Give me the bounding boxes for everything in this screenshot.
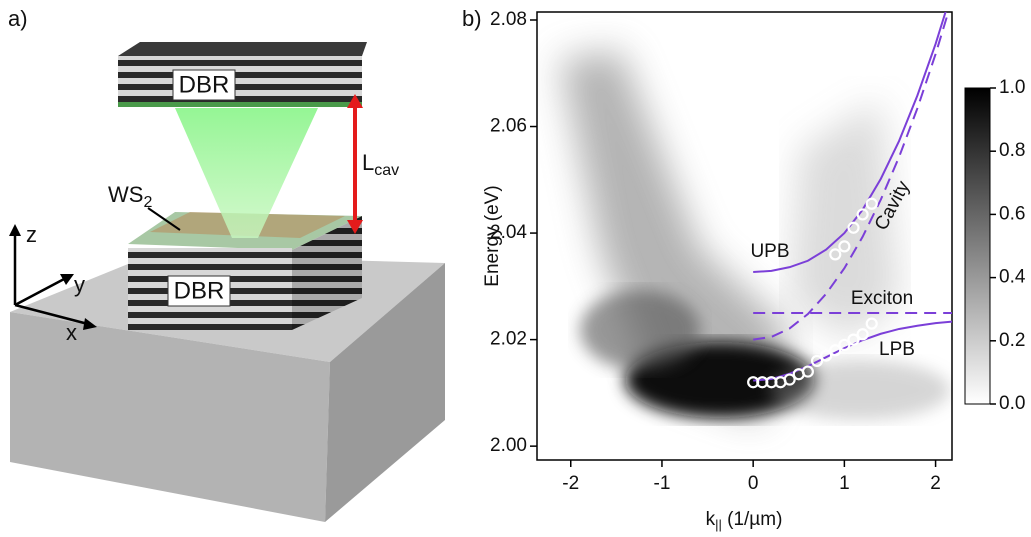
data-point (820, 349, 833, 362)
y-tick-label: 2.06 (490, 116, 527, 137)
x-tick-label: -1 (654, 473, 671, 494)
x-tick-label: 1 (839, 473, 850, 494)
dbr-label: DBR (179, 71, 230, 98)
data-point (829, 344, 842, 357)
x-tick-label: 2 (930, 473, 941, 494)
data-point (838, 338, 851, 352)
axis-x (14, 303, 89, 326)
colorbar-tick-label: 0.4 (999, 267, 1026, 288)
arrow-head (347, 220, 363, 234)
substrate-front (10, 312, 330, 522)
x-title-sub: || (715, 517, 722, 532)
colorbar-tick-label: 1.0 (999, 77, 1025, 98)
arrow-head (60, 274, 74, 285)
curve-label: UPB (750, 241, 789, 262)
plot-frame (536, 11, 953, 461)
arrow-head (9, 224, 21, 236)
lcav-main: L (362, 150, 374, 175)
heatmap (537, 12, 952, 460)
x-axis-title: k|| (1/µm) (706, 509, 783, 532)
data-point (856, 328, 869, 341)
axis-label: x (66, 320, 77, 345)
ws2-sub: 2 (143, 194, 152, 211)
top-dbr-edge (118, 102, 362, 107)
ws2-main: WS (108, 182, 143, 207)
heatmap-peak (770, 360, 950, 420)
heatmap-band (790, 100, 900, 340)
curve (753, 12, 947, 273)
y-tick-label: 2.02 (490, 329, 527, 350)
data-point (847, 333, 860, 346)
data-point (810, 354, 824, 368)
data-point (856, 208, 869, 221)
lcav-sub: cav (374, 162, 399, 179)
bottom-dbr-side (292, 216, 362, 330)
y-axis-title: Energy (eV) (482, 185, 503, 286)
x-tick-label: 0 (748, 473, 759, 494)
colorbar (964, 87, 991, 405)
axis-y (14, 276, 67, 307)
axis-label: z (26, 222, 37, 247)
top-dbr-front (118, 56, 362, 106)
y-tick-label: 2.08 (490, 9, 527, 30)
arrow-head (347, 94, 363, 108)
colorbar-tick-label: 0.6 (999, 203, 1025, 224)
data-point (783, 373, 796, 386)
colorbar-tick-label: 0.2 (999, 330, 1025, 351)
plot-area (747, 12, 952, 389)
data-point (829, 248, 842, 261)
x-tick-label: -2 (562, 473, 579, 494)
y-tick-label: 2.00 (490, 435, 527, 456)
colorbar-tick-label: 0.8 (999, 140, 1025, 161)
panel-label: b) (462, 6, 482, 31)
dbr-label-box (167, 275, 231, 307)
data-point (865, 197, 878, 210)
data-point (865, 317, 878, 330)
x-title-main: k (706, 509, 716, 530)
light-cone (175, 108, 318, 238)
heatmap-peak (580, 290, 700, 370)
heatmap-band (560, 50, 790, 420)
substrate-side (325, 263, 445, 522)
arrow-head (83, 318, 97, 330)
panel-label: a) (8, 6, 28, 31)
axis-label: y (74, 272, 85, 297)
x-title-rest: (1/µm) (722, 509, 783, 530)
data-point (801, 365, 814, 378)
colorbar-tick-label: 0.0 (999, 393, 1025, 414)
curve-label: LPB (879, 339, 915, 360)
ws2-label: WS2 (108, 182, 152, 211)
top-dbr-top (118, 42, 367, 56)
curve-label: Exciton (851, 288, 913, 309)
dbr-label-box (172, 69, 236, 101)
lcav-label: Lcav (362, 150, 399, 179)
curve (753, 12, 950, 341)
data-point (838, 240, 851, 253)
dbr-label: DBR (174, 277, 225, 304)
schematic (9, 42, 445, 522)
y-tick-label: 2.04 (490, 222, 527, 243)
data-point (847, 221, 860, 234)
ws2-pointer (147, 207, 181, 231)
